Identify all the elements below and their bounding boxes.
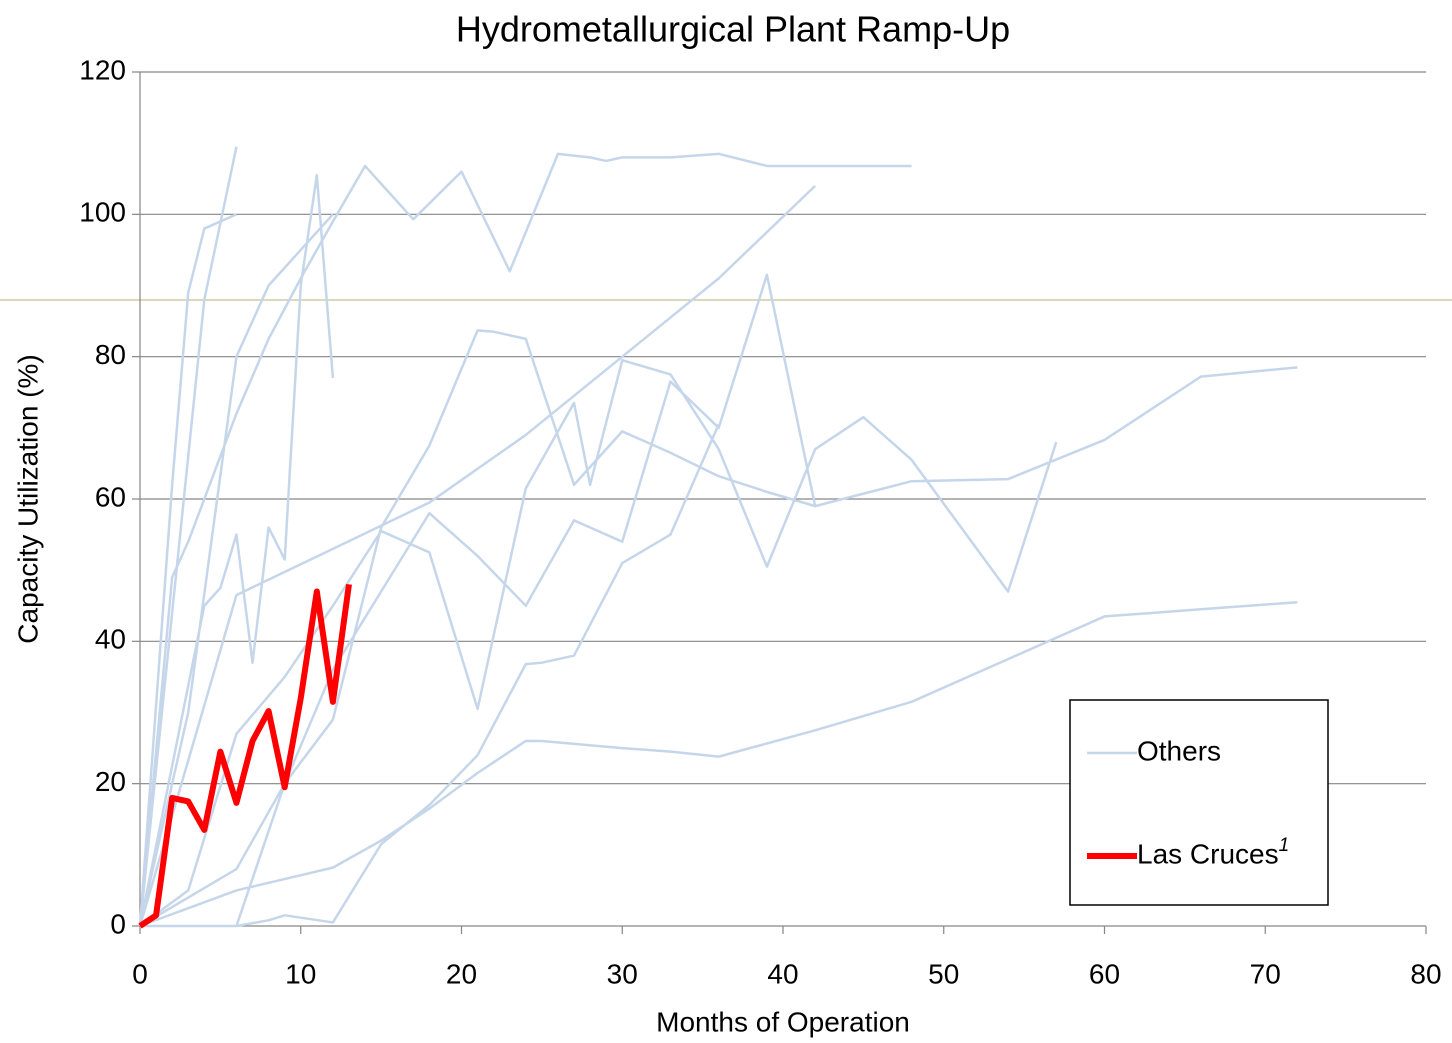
legend-box <box>1069 699 1329 906</box>
x-tick-label: 20 <box>446 958 477 989</box>
x-tick-label: 60 <box>1089 958 1120 989</box>
x-tick-label: 50 <box>928 958 959 989</box>
y-tick-label: 60 <box>95 481 126 512</box>
x-tick-label: 0 <box>132 958 148 989</box>
chart-title: Hydrometallurgical Plant Ramp-Up <box>456 9 1010 50</box>
x-tick-label: 40 <box>767 958 798 989</box>
x-tick-label: 10 <box>285 958 316 989</box>
x-tick-label: 80 <box>1410 958 1441 989</box>
x-tick-label: 70 <box>1250 958 1281 989</box>
line-series <box>138 146 1298 928</box>
line-series <box>138 583 352 929</box>
x-axis-label: Months of Operation <box>656 1006 910 1037</box>
legend-label: Las Cruces1 <box>1137 835 1289 869</box>
y-tick-label: 0 <box>110 908 126 939</box>
x-tick-label: 30 <box>607 958 638 989</box>
y-tick-label: 40 <box>95 624 126 655</box>
y-tick-label: 100 <box>79 197 126 228</box>
y-tick-label: 20 <box>95 766 126 797</box>
legend-superscript: 1 <box>1279 835 1290 856</box>
y-tick-label: 80 <box>95 339 126 370</box>
legend-label: Others <box>1137 735 1221 766</box>
y-tick-label: 120 <box>79 54 126 85</box>
y-axis-label: Capacity Utilization (%) <box>12 354 43 643</box>
